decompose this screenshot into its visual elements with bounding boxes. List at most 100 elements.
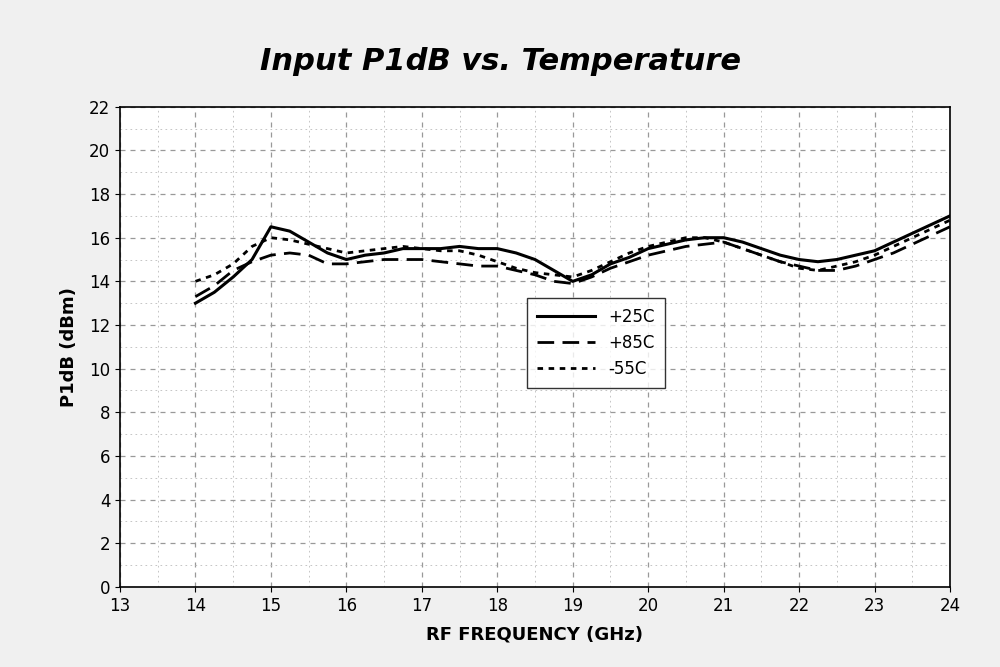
-55C <box>887 242 899 250</box>
-55C <box>491 257 503 265</box>
+85C <box>340 260 352 268</box>
+25C <box>718 233 730 241</box>
-55C <box>567 273 579 281</box>
+85C <box>755 251 767 259</box>
+85C <box>718 238 730 246</box>
Text: Input P1dB vs. Temperature: Input P1dB vs. Temperature <box>260 47 740 75</box>
-55C <box>529 269 541 277</box>
+25C <box>925 221 937 229</box>
+85C <box>529 271 541 279</box>
-55C <box>397 242 409 250</box>
+85C <box>227 266 239 274</box>
-55C <box>774 257 786 265</box>
-55C <box>586 266 598 274</box>
-55C <box>189 277 201 285</box>
+25C <box>623 253 635 261</box>
-55C <box>642 242 654 250</box>
-55C <box>548 271 560 279</box>
-55C <box>736 245 748 253</box>
+25C <box>435 245 447 253</box>
+25C <box>454 242 466 250</box>
+85C <box>303 251 315 259</box>
-55C <box>869 251 881 259</box>
-55C <box>359 247 371 255</box>
+85C <box>472 262 484 270</box>
-55C <box>623 249 635 257</box>
+85C <box>359 257 371 265</box>
+25C <box>567 277 579 285</box>
-55C <box>340 249 352 257</box>
+25C <box>755 245 767 253</box>
+85C <box>850 262 862 270</box>
+85C <box>736 245 748 253</box>
+85C <box>906 240 918 248</box>
+25C <box>510 249 522 257</box>
-55C <box>227 260 239 268</box>
+85C <box>680 242 692 250</box>
-55C <box>812 266 824 274</box>
+25C <box>227 273 239 281</box>
-55C <box>435 247 447 255</box>
-55C <box>265 233 277 241</box>
+85C <box>642 251 654 259</box>
+25C <box>303 238 315 246</box>
+25C <box>378 249 390 257</box>
Line: +85C: +85C <box>195 227 950 297</box>
+25C <box>850 251 862 259</box>
+85C <box>284 249 296 257</box>
+85C <box>435 257 447 265</box>
+25C <box>944 212 956 220</box>
+25C <box>548 266 560 274</box>
+85C <box>661 247 673 255</box>
+85C <box>378 255 390 263</box>
+85C <box>831 266 843 274</box>
+25C <box>208 288 220 296</box>
-55C <box>322 245 334 253</box>
+85C <box>623 257 635 265</box>
-55C <box>208 271 220 279</box>
+25C <box>736 238 748 246</box>
+25C <box>189 299 201 307</box>
+25C <box>472 245 484 253</box>
+85C <box>322 260 334 268</box>
-55C <box>699 233 711 241</box>
+85C <box>793 262 805 270</box>
+85C <box>397 255 409 263</box>
+25C <box>642 245 654 253</box>
-55C <box>378 245 390 253</box>
+85C <box>944 223 956 231</box>
+85C <box>189 293 201 301</box>
-55C <box>718 238 730 246</box>
-55C <box>850 257 862 265</box>
+85C <box>510 266 522 274</box>
-55C <box>510 264 522 272</box>
+25C <box>284 227 296 235</box>
+85C <box>246 257 258 265</box>
+25C <box>774 251 786 259</box>
+85C <box>548 277 560 285</box>
+25C <box>869 247 881 255</box>
+85C <box>567 279 579 287</box>
-55C <box>454 247 466 255</box>
+25C <box>906 229 918 237</box>
+85C <box>699 240 711 248</box>
+85C <box>265 251 277 259</box>
Line: -55C: -55C <box>195 220 950 281</box>
Y-axis label: P1dB (dBm): P1dB (dBm) <box>60 287 78 407</box>
+85C <box>604 264 616 272</box>
-55C <box>755 251 767 259</box>
Line: +25C: +25C <box>195 216 950 303</box>
+25C <box>397 245 409 253</box>
+85C <box>491 262 503 270</box>
-55C <box>604 257 616 265</box>
+25C <box>340 255 352 263</box>
+85C <box>869 255 881 263</box>
+85C <box>416 255 428 263</box>
+85C <box>812 266 824 274</box>
-55C <box>793 264 805 272</box>
-55C <box>906 233 918 241</box>
+85C <box>774 257 786 265</box>
+25C <box>887 238 899 246</box>
-55C <box>944 216 956 224</box>
+25C <box>416 245 428 253</box>
